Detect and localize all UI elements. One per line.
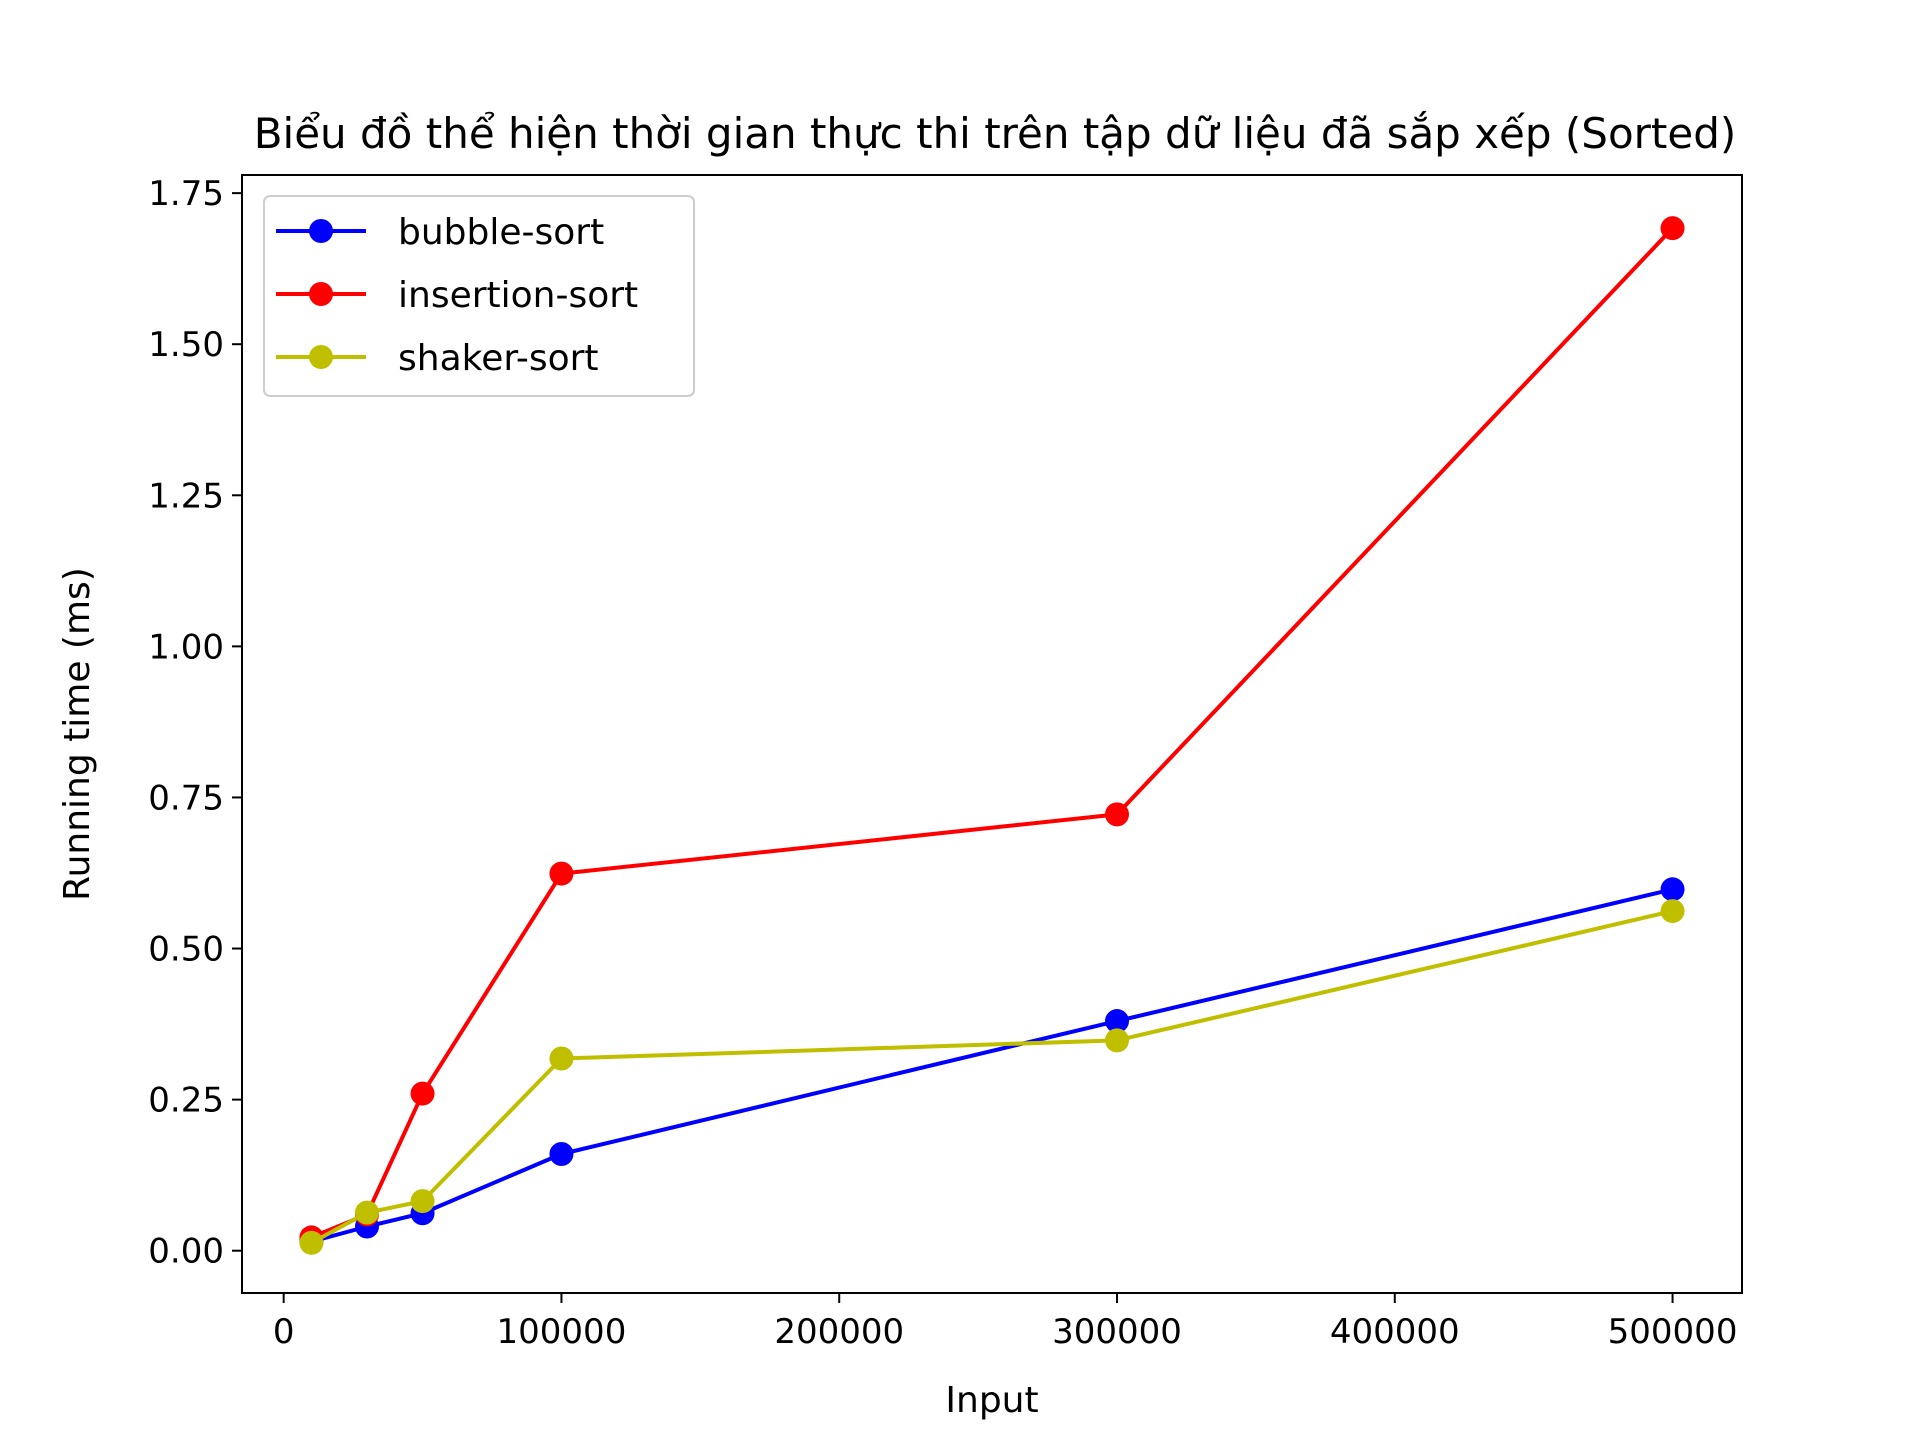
data-point xyxy=(549,1046,574,1071)
y-tick-label: 0.75 xyxy=(148,778,224,818)
y-tick-label: 0.25 xyxy=(148,1081,224,1121)
y-tick-label: 0.50 xyxy=(148,930,224,970)
y-axis: 0.00 0.25 0.50 0.75 1.00 1.25 1.50 1.75 xyxy=(148,174,242,1272)
data-point xyxy=(1105,1009,1129,1034)
data-point xyxy=(1660,216,1685,241)
data-point xyxy=(1105,1028,1129,1053)
data-point xyxy=(549,1142,574,1167)
data-point xyxy=(1105,802,1129,827)
legend-marker-icon xyxy=(309,219,333,243)
y-tick-label: 1.75 xyxy=(148,174,224,214)
y-tick-label: 1.50 xyxy=(148,325,224,365)
legend-label: bubble-sort xyxy=(398,212,604,253)
chart-title: Biểu đồ thể hiện thời gian thực thi trên… xyxy=(254,109,1737,158)
data-point xyxy=(299,1230,324,1255)
x-axis-label: Input xyxy=(945,1380,1038,1421)
data-point xyxy=(1660,877,1685,902)
x-tick-label: 500000 xyxy=(1608,1312,1738,1352)
legend-box xyxy=(263,195,695,397)
legend-item: insertion-sort xyxy=(276,275,638,316)
y-tick-label: 0.00 xyxy=(148,1232,224,1272)
series-layer xyxy=(299,216,1685,1255)
x-tick-label: 400000 xyxy=(1330,1312,1460,1352)
data-point xyxy=(1660,899,1685,924)
legend-marker-icon xyxy=(309,345,333,369)
x-axis: 0 100000 200000 300000 400000 500000 xyxy=(273,1293,1738,1352)
legend-marker-icon xyxy=(309,282,333,306)
legend-label: insertion-sort xyxy=(398,275,638,316)
legend-label: shaker-sort xyxy=(398,338,599,379)
x-tick-label: 300000 xyxy=(1052,1312,1182,1352)
plot-frame xyxy=(241,174,1743,1294)
data-point xyxy=(549,861,574,886)
y-axis-label: Running time (ms) xyxy=(57,567,98,901)
y-tick-label: 1.25 xyxy=(148,476,224,516)
data-point xyxy=(410,1081,435,1106)
legend-item: bubble-sort xyxy=(276,212,604,253)
data-point xyxy=(410,1189,435,1214)
legend-item: shaker-sort xyxy=(276,338,599,379)
series-shaker-sort xyxy=(299,899,1685,1255)
x-tick-label: 100000 xyxy=(497,1312,627,1352)
legend: bubble-sort insertion-sort shaker-sort xyxy=(263,195,695,397)
data-point xyxy=(355,1200,379,1225)
x-tick-label: 200000 xyxy=(774,1312,904,1352)
y-tick-label: 1.00 xyxy=(148,627,224,667)
x-tick-label: 0 xyxy=(273,1312,295,1352)
